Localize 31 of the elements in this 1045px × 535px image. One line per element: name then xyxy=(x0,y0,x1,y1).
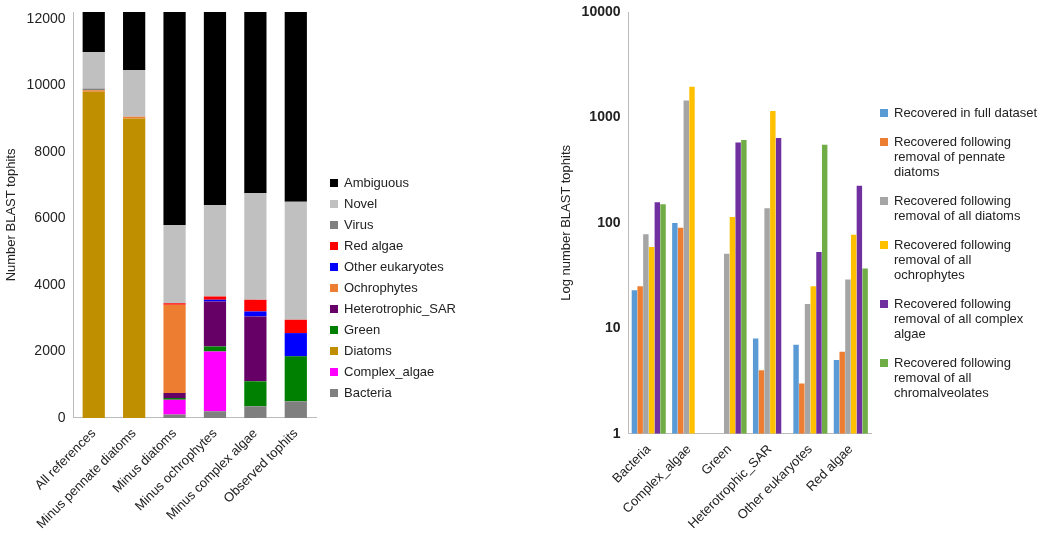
legend-label: Heterotrophic_SAR xyxy=(344,301,456,316)
legend-label: Other eukaryotes xyxy=(344,259,444,274)
y-tick-label: 10000 xyxy=(581,2,621,19)
y-tick-label: 8000 xyxy=(34,142,66,159)
legend-label: Red algae xyxy=(344,238,404,253)
y-tick-label: 4000 xyxy=(34,275,66,292)
y-axis-title: Log number BLAST tophits xyxy=(558,144,574,301)
y-tick-label: 10000 xyxy=(26,76,66,93)
y-tick-label: 10 xyxy=(604,319,621,336)
legend-label: Diatoms xyxy=(344,343,392,358)
legend-label: Ochrophytes xyxy=(344,280,418,295)
legend-label: Recovered following removal of all chromalveolates xyxy=(894,355,1013,400)
legend-label: Virus xyxy=(344,217,374,232)
y-tick-label: 6000 xyxy=(34,209,66,226)
y-tick-label: 1000 xyxy=(589,108,621,125)
legend-label: Recovered following removal of all complex algae xyxy=(894,296,1025,341)
legend-label: Ambiguous xyxy=(344,175,410,190)
legend-label: Recovered in full dataset xyxy=(894,105,1038,120)
y-tick-label: 100 xyxy=(597,213,621,230)
y-tick-label: 0 xyxy=(57,408,66,425)
legend-label: Recovered following removal of all diatoms xyxy=(894,193,1022,223)
y-axis-title: Number BLAST tophits xyxy=(3,148,19,282)
y-tick-label: 2000 xyxy=(34,342,66,359)
y-tick-label: 1 xyxy=(612,424,621,441)
y-tick-label: 12000 xyxy=(26,9,66,26)
legend-label: Recovered following removal of pennate diatoms xyxy=(894,134,1013,179)
legend-label: Recovered following removal of all ochrophytes xyxy=(894,237,1013,282)
legend-label: Novel xyxy=(344,196,378,211)
legend-label: Bacteria xyxy=(344,385,392,400)
legend-label: Complex_algae xyxy=(344,364,435,379)
legend-label: Green xyxy=(344,322,381,337)
